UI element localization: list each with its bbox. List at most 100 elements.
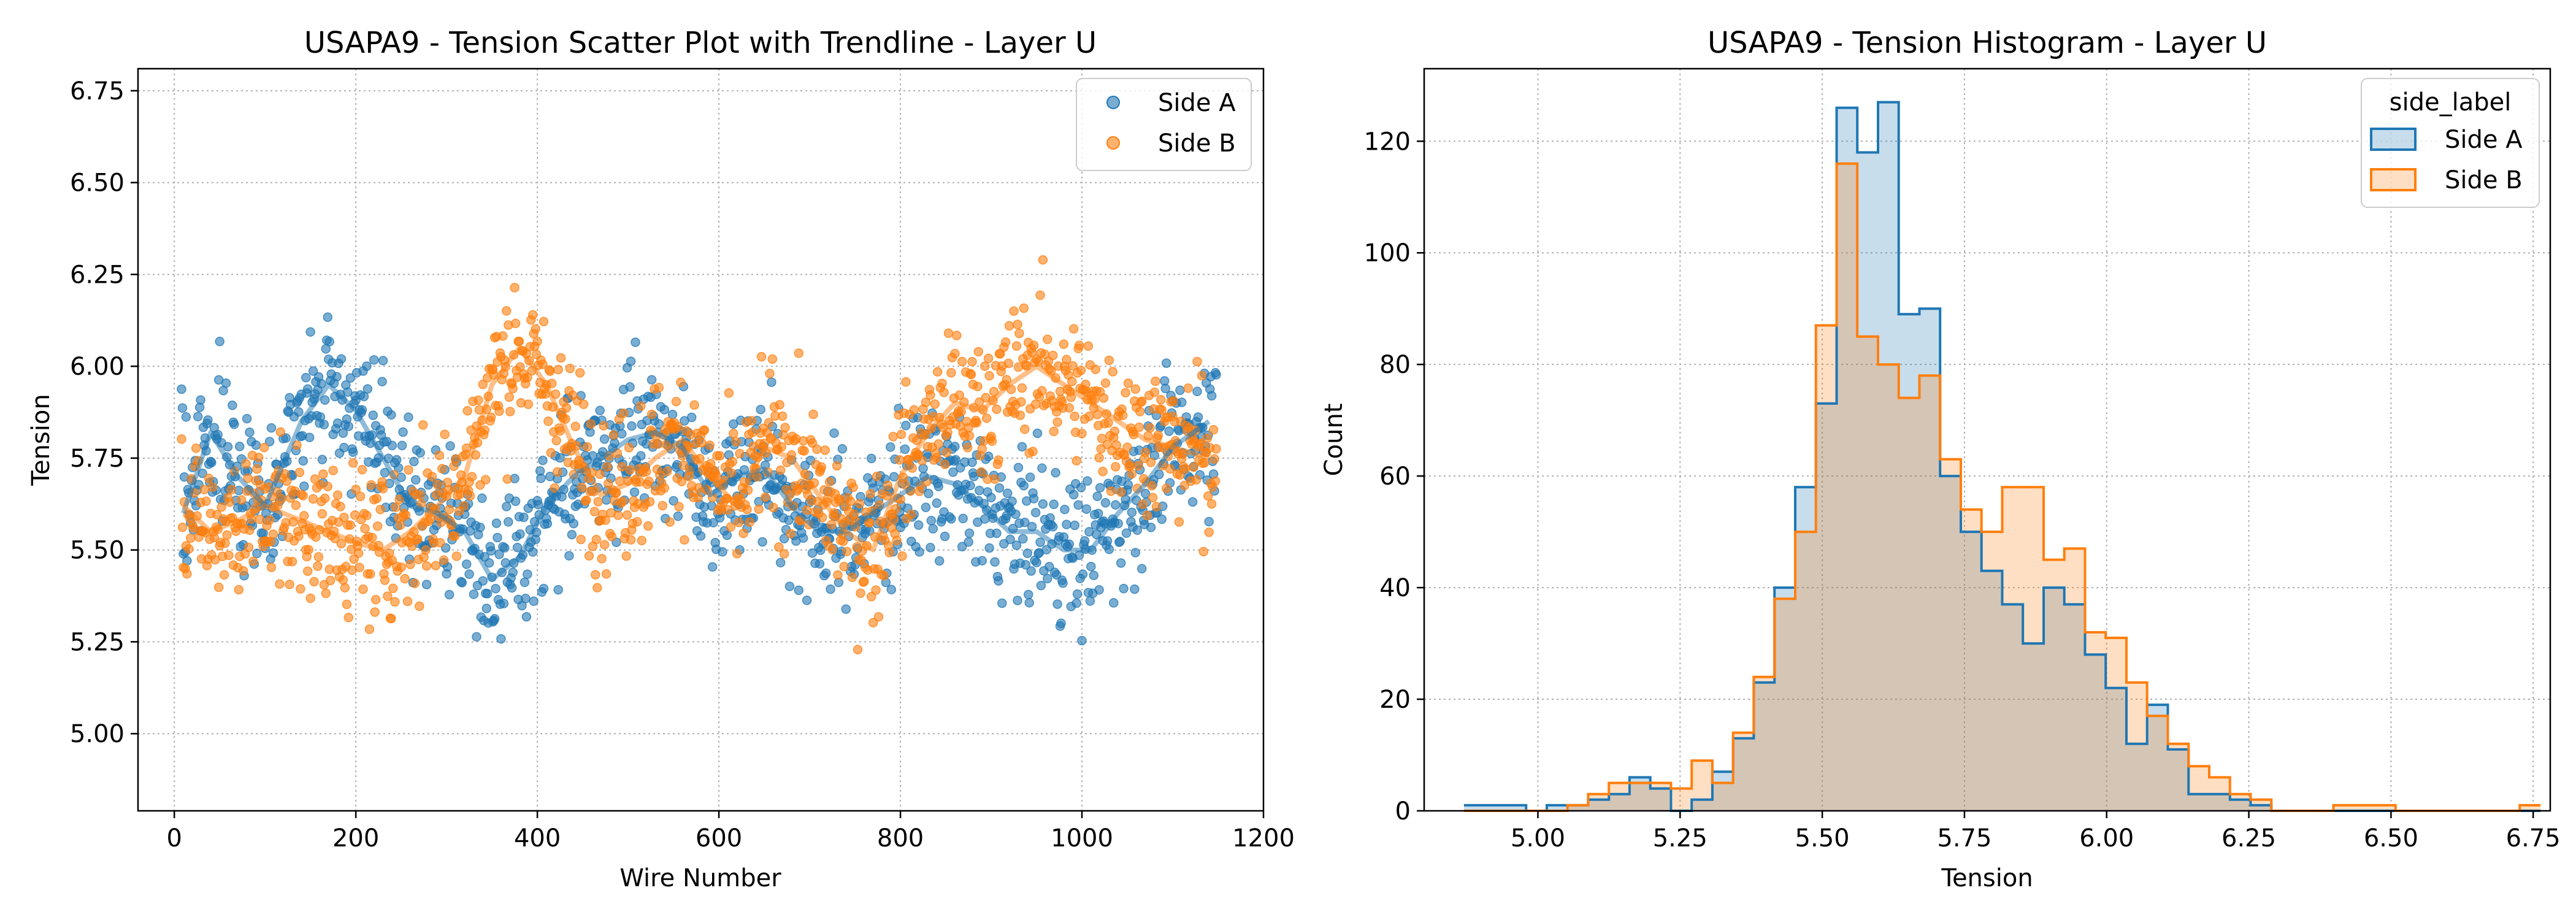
- scatter-point: [404, 465, 413, 475]
- scatter-point: [245, 525, 255, 535]
- scatter-point: [1206, 391, 1217, 401]
- scatter-point: [748, 427, 757, 437]
- scatter-point: [729, 429, 738, 439]
- scatter-point: [1100, 498, 1111, 508]
- scatter-point: [954, 390, 965, 401]
- scatter-point: [1036, 580, 1046, 591]
- scatter-point: [415, 601, 424, 611]
- scatter-point: [457, 578, 467, 588]
- scatter-point: [926, 516, 937, 526]
- scatter-point: [1111, 462, 1121, 472]
- scatter-point: [1192, 356, 1202, 367]
- scatter-point: [191, 443, 201, 453]
- scatter-point: [618, 408, 629, 418]
- scatter-point: [542, 519, 553, 529]
- scatter-point: [1052, 599, 1062, 609]
- scatter-point: [392, 454, 402, 465]
- scatter-point: [1029, 494, 1039, 504]
- scatter-point: [654, 419, 664, 429]
- histogram-legend-title: side_label: [2390, 88, 2512, 117]
- scatter-point: [177, 523, 188, 532]
- scatter-point: [976, 467, 986, 477]
- scatter-point: [686, 412, 697, 423]
- scatter-point: [680, 535, 689, 545]
- scatter-point: [1083, 476, 1092, 486]
- scatter-point: [325, 575, 335, 586]
- scatter-point: [1203, 491, 1213, 501]
- scatter-point: [1094, 453, 1104, 463]
- scatter-point: [872, 471, 882, 481]
- scatter-point: [926, 390, 935, 400]
- scatter-point: [313, 561, 323, 571]
- scatter-point: [1089, 570, 1099, 580]
- scatter-point: [957, 542, 967, 552]
- scatter-point: [888, 432, 898, 442]
- scatter-plot-frame: [137, 67, 1265, 812]
- scatter-point: [360, 524, 370, 534]
- scatter-point: [873, 611, 884, 622]
- scatter-point: [515, 529, 525, 539]
- scatter-point: [291, 500, 301, 510]
- scatter-point: [435, 538, 445, 548]
- scatter-point: [1049, 426, 1059, 437]
- scatter-point: [926, 543, 935, 553]
- scatter-point: [975, 397, 984, 407]
- scatter-point: [1005, 534, 1015, 545]
- scatter-point: [1121, 388, 1130, 397]
- scatter-point: [764, 418, 774, 428]
- scatter-point: [351, 485, 361, 494]
- scatter-point: [315, 412, 326, 422]
- scatter-point: [427, 472, 437, 481]
- scatter-point: [983, 451, 994, 461]
- scatter-point: [332, 372, 342, 381]
- scatter-point: [1095, 483, 1105, 493]
- scatter-point: [1137, 564, 1147, 574]
- scatter-point: [336, 539, 347, 549]
- trendline-side-a: [181, 382, 1211, 582]
- scatter-point: [553, 364, 563, 375]
- scatter-point: [589, 507, 600, 516]
- scatter-point: [308, 366, 318, 376]
- scatter-point: [794, 348, 804, 358]
- scatter-point: [973, 381, 983, 391]
- scatter-point: [1164, 426, 1174, 436]
- scatter-point: [1177, 397, 1187, 407]
- scatter-point: [383, 591, 393, 601]
- scatter-point: [981, 413, 992, 423]
- scatter-point: [1013, 596, 1022, 605]
- scatter-point: [933, 439, 943, 449]
- scatter-point: [1004, 321, 1014, 331]
- scatter-point: [1083, 341, 1094, 351]
- scatter-point: [411, 475, 421, 485]
- scatter-point: [478, 576, 488, 586]
- scatter-point: [946, 368, 956, 378]
- scatter-point: [1035, 537, 1045, 547]
- scatter-point: [866, 592, 876, 602]
- scatter-point: [565, 363, 575, 374]
- scatter-point: [204, 473, 214, 483]
- scatter-point: [1183, 383, 1193, 393]
- scatter-point: [832, 461, 842, 471]
- histogram-plot-frame: [1423, 67, 2551, 812]
- scatter-point: [500, 543, 510, 553]
- scatter-point: [1074, 340, 1084, 350]
- scatter-point: [1193, 412, 1203, 422]
- scatter-point: [469, 589, 479, 599]
- legend-marker-side-a: [1106, 96, 1120, 109]
- scatter-point: [848, 482, 858, 493]
- scatter-point: [296, 584, 305, 594]
- scatter-point: [1145, 423, 1155, 433]
- scatter-point: [499, 599, 509, 608]
- scatter-point: [491, 518, 502, 528]
- scatter-point: [340, 583, 350, 593]
- scatter-point: [1059, 339, 1069, 349]
- scatter-point: [859, 577, 869, 586]
- scatter-point: [1119, 583, 1129, 594]
- scatter-point: [241, 459, 251, 469]
- scatter-point: [1138, 499, 1148, 509]
- scatter-point: [645, 497, 655, 507]
- scatter-point: [318, 469, 328, 479]
- scatter-point: [975, 485, 984, 496]
- scatter-point: [865, 489, 875, 499]
- scatter-point: [366, 480, 377, 490]
